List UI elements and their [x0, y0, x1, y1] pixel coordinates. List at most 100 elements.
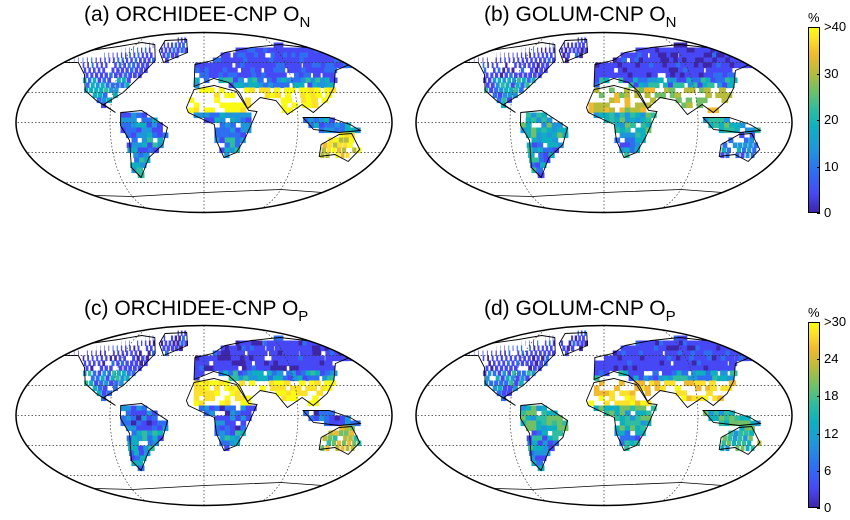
map-cell: [349, 430, 354, 437]
map-cell: [229, 430, 236, 437]
map-cell: [188, 97, 195, 104]
map-cell: [286, 370, 294, 377]
map-cell: [653, 82, 660, 89]
map-cell: [491, 355, 494, 362]
map-cell: [320, 52, 331, 59]
map-cell: [708, 72, 716, 79]
map-cell: [141, 62, 145, 69]
map-cell: [222, 355, 228, 362]
map-cell: [604, 107, 610, 114]
map-cell: [640, 415, 647, 422]
map-cell: [666, 370, 674, 377]
map-cell: [253, 345, 261, 352]
map-cell: [635, 425, 641, 432]
map-cell: [635, 420, 641, 427]
map-cell: [313, 380, 321, 387]
map-cell: [529, 345, 531, 352]
map-cell: [328, 137, 334, 144]
map-cell: [533, 47, 534, 54]
map-cell: [473, 57, 475, 64]
map-cell: [539, 360, 543, 367]
map-cell: [541, 345, 544, 352]
map-cell: [141, 425, 148, 432]
map-cell: [104, 345, 105, 352]
map-cell: [133, 52, 136, 59]
colorbar-tick-mark: [817, 120, 820, 121]
map-cell: [551, 420, 558, 427]
map-cell: [552, 147, 560, 154]
map-cell: [701, 360, 709, 367]
map-cell: [303, 350, 313, 357]
map-cell: [134, 450, 141, 457]
map-cell: [142, 142, 149, 149]
map-cell: [624, 390, 631, 397]
map-cell: [659, 360, 667, 367]
map-cell: [295, 77, 303, 84]
map-cell: [301, 390, 308, 397]
map-cell: [633, 345, 640, 352]
map-cell: [624, 445, 630, 452]
map-cell: [544, 340, 547, 347]
map-cell: [684, 72, 692, 79]
map-cell: [708, 380, 716, 387]
map-cell: [163, 42, 166, 49]
map-cell: [666, 355, 674, 362]
map-cell: [505, 375, 510, 382]
map-cell: [281, 77, 289, 84]
map-cell: [257, 62, 265, 69]
map-cell: [224, 425, 231, 432]
map-cell: [703, 52, 713, 59]
map-cell: [231, 360, 238, 367]
map-cell: [127, 62, 131, 69]
map-cell: [645, 112, 652, 119]
map-cell: [180, 47, 184, 54]
map-cell: [243, 47, 251, 54]
map-cell: [344, 425, 350, 432]
map-cell: [520, 67, 525, 74]
map-cell: [634, 102, 641, 109]
map-cell: [301, 67, 309, 74]
map-cell: [514, 365, 518, 372]
map-cell: [629, 400, 636, 407]
map-cell: [521, 350, 524, 357]
map-cell: [545, 62, 550, 69]
map-cell: [250, 405, 257, 412]
map-cell: [240, 410, 247, 417]
map-cell: [724, 67, 733, 74]
map-cell: [681, 370, 689, 377]
map-cell: [626, 355, 633, 362]
panel-title-a: (a) ORCHIDEE-CNP ON: [84, 4, 310, 30]
map-cell: [510, 82, 515, 89]
map-cell: [650, 405, 657, 412]
map-cell: [614, 137, 621, 144]
map-cell: [701, 395, 709, 402]
colorbar-bottom: [808, 322, 820, 508]
map-cell: [665, 365, 673, 372]
map-cell: [645, 67, 652, 74]
map-cell: [322, 72, 331, 79]
map-cell: [100, 62, 103, 69]
map-cell: [640, 117, 647, 124]
map-cell: [695, 77, 703, 84]
map-cell: [656, 365, 663, 372]
map-cell: [627, 365, 634, 372]
map-cell: [230, 405, 236, 412]
map-cell: [339, 132, 345, 139]
map-cell: [325, 355, 335, 362]
map-cell: [520, 345, 523, 352]
map-cell: [664, 57, 672, 64]
map-cell: [251, 57, 259, 64]
map-cell: [500, 375, 505, 382]
map-cell: [214, 380, 220, 387]
map-cell: [265, 72, 273, 79]
map-cell: [630, 132, 636, 139]
map-cell: [666, 52, 674, 59]
map-cell: [650, 97, 657, 104]
map-cell: [298, 355, 307, 362]
map-cell: [303, 57, 313, 64]
map-cell: [152, 340, 155, 347]
colorbar-tick-label: 24: [824, 351, 839, 367]
map-cell: [244, 97, 251, 104]
map-cell: [92, 92, 98, 99]
map-cell: [619, 410, 626, 417]
